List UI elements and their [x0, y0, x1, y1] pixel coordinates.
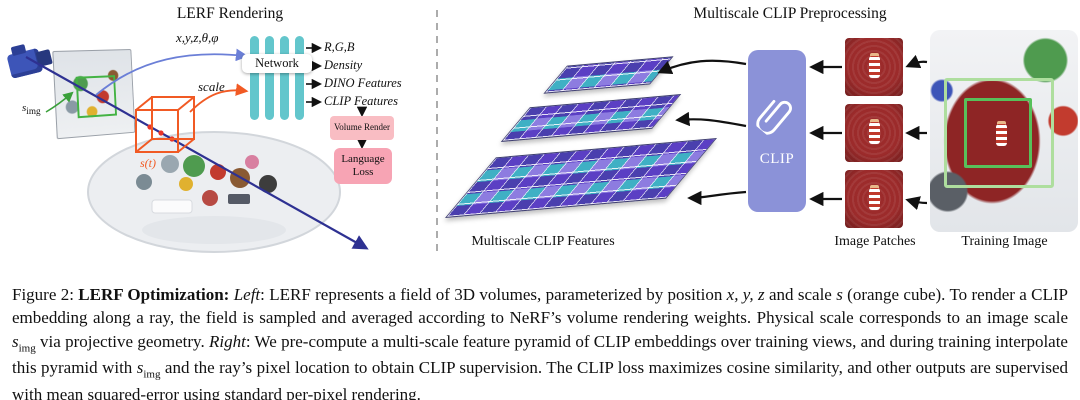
caption-text: (orange cube). To render a CLIP embeddin… — [12, 285, 1068, 328]
clip-label: CLIP — [759, 150, 795, 167]
caption-left-word: Left — [233, 285, 261, 304]
s-img-base: s — [22, 102, 27, 114]
figure-diagram: CLIP — [2, 5, 1078, 254]
inner-scale-box — [964, 98, 1032, 168]
image-patch — [845, 38, 903, 96]
caption-bold-title: LERF Optimization: — [78, 285, 234, 304]
table-scene — [87, 131, 341, 253]
image-patches-label: Image Patches — [834, 234, 916, 249]
caption-math-simg: s — [12, 331, 19, 351]
caption-text: and the ray’s pixel location to obtain C… — [12, 358, 1068, 400]
s-img-sub: img — [26, 106, 41, 117]
figure-in-patch — [869, 122, 880, 144]
camera-lens — [35, 49, 53, 68]
caption-text: and scale — [764, 285, 837, 304]
left-panel-title: LERF Rendering — [176, 5, 284, 22]
network-bar — [250, 36, 259, 120]
volume-render-box: Volume Render — [330, 116, 394, 140]
caption-text: : LERF represents a field of 3D volumes,… — [260, 285, 727, 304]
scale-input-label: scale — [198, 79, 225, 94]
caption-math-simg: s — [136, 358, 144, 378]
s-t-label: s(t) — [140, 156, 156, 170]
caption-right-word: Right — [209, 331, 246, 351]
caption-math-xyz: x, y, z — [726, 285, 765, 304]
network-label: Network — [242, 54, 312, 73]
output-dino-label: DINO Features — [324, 76, 402, 90]
multiscale-features-label: Multiscale CLIP Features — [471, 234, 615, 249]
figure-caption: Figure 2: LERF Optimization: Left: LERF … — [0, 283, 1080, 400]
training-image-label: Training Image — [961, 234, 1048, 249]
caption-math-s: s — [836, 285, 843, 304]
clip-feature-plane-small — [543, 56, 674, 94]
paperclip-icon — [756, 99, 792, 135]
network-bar — [265, 36, 274, 120]
right-panel-title: Multiscale CLIP Preprocessing — [693, 5, 887, 22]
caption-text: via projective geometry. — [35, 331, 209, 351]
camera-icon — [2, 33, 59, 85]
clip-feature-plane-large — [444, 137, 718, 219]
image-patch — [845, 104, 903, 162]
rendered-3d-scene — [87, 131, 341, 253]
clip-model-block: CLIP — [748, 50, 806, 212]
patches-to-clip-arrows — [809, 59, 842, 207]
caption-math-simg-sub: img — [18, 342, 36, 355]
outer-scale-box — [944, 78, 1054, 188]
network-bar — [295, 36, 304, 120]
output-density-label: Density — [324, 58, 363, 72]
network-bar — [280, 36, 289, 120]
figure-in-patch — [869, 56, 880, 78]
image-patch — [845, 170, 903, 228]
image-scale-crop-box — [75, 75, 117, 119]
clip-feature-plane-medium — [500, 94, 682, 142]
figure-in-training-image — [996, 124, 1008, 147]
figure-in-patch — [869, 188, 880, 210]
network-block — [250, 36, 304, 120]
caption-fig-number: Figure 2: — [12, 285, 79, 304]
training-to-patches-arrows — [905, 54, 928, 211]
language-loss-box: Language Loss — [334, 148, 392, 184]
output-clip-label: CLIP Features — [324, 94, 398, 108]
position-input-label: x,y,z,θ,φ — [176, 30, 219, 45]
caption-text: : We pre-compute a multi-scale feature p… — [12, 331, 1068, 378]
caption-math-simg-sub: img — [143, 368, 161, 381]
s-img-label: simg — [22, 102, 41, 116]
training-image — [930, 30, 1078, 232]
output-rgb-label: R,G,B — [324, 40, 355, 54]
